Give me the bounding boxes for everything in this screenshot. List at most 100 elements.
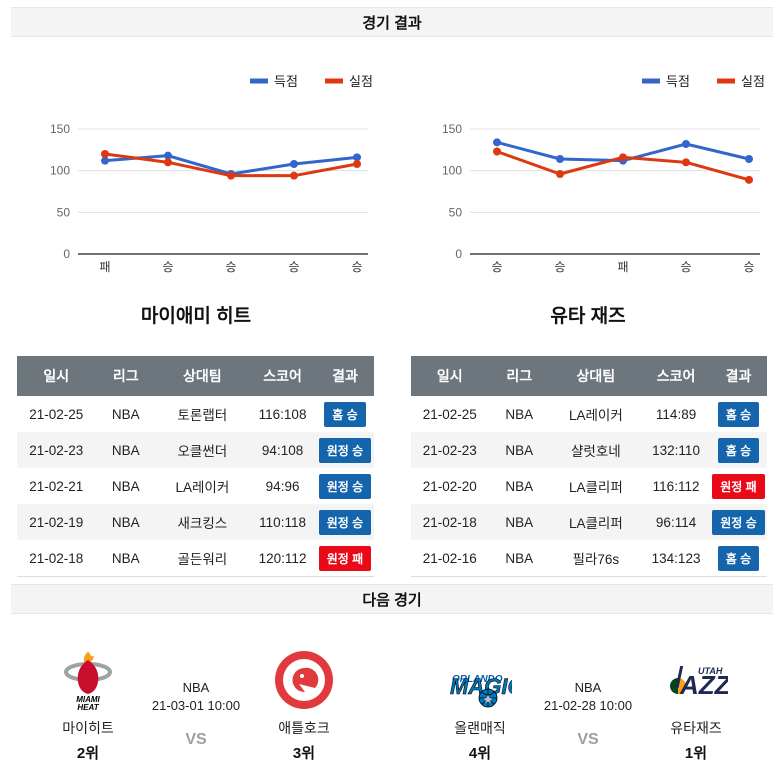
- utah-results-table: 일시 리그 상대팀 스코어 결과 21-02-25 NBA LA레이커 114:89 홈 승 21-…: [410, 356, 768, 577]
- x-axis-label: 승: [743, 260, 754, 274]
- result-badge: 홈 승: [717, 401, 760, 427]
- column-header: 결과: [316, 356, 374, 396]
- cell-opponent: 새크킹스: [177, 516, 228, 531]
- legend-label: 득점: [274, 74, 298, 89]
- cell-result: 원정 패: [710, 468, 767, 504]
- match2-away-team: UTAH AZZ 유타재즈 1위 26승 6패: [636, 648, 756, 767]
- match1-away-team: 애틀호크 3위 14승 18패: [244, 648, 364, 767]
- match2-home-team: ORLANDO MAGIC 올랜매직 4위 13승 20패: [420, 648, 540, 767]
- cell-score: 114:89: [655, 406, 697, 422]
- x-axis-label: 승: [288, 260, 299, 274]
- cell-opponent: 오클썬더: [177, 444, 228, 459]
- team-name: 유타재즈: [670, 720, 722, 736]
- cell-result: 홈 승: [316, 396, 373, 432]
- result-badge: 원정 승: [712, 509, 765, 535]
- data-point: [619, 153, 627, 162]
- table-row: 21-02-18 NBA LA클리퍼 96:114 원정 승: [410, 504, 767, 540]
- svg-text:UTAH: UTAH: [698, 666, 723, 676]
- data-point: [493, 147, 501, 156]
- data-point: [290, 160, 298, 168]
- column-header: 스코어: [248, 356, 317, 396]
- legend-label: 실점: [349, 74, 373, 89]
- legend-label: 득점: [666, 74, 690, 89]
- y-axis-tick: 50: [57, 205, 71, 219]
- data-point: [164, 158, 172, 167]
- table-row: 21-02-23 NBA 오클썬더 94:108 원정 승: [17, 432, 374, 468]
- cell-result: 원정 패: [316, 540, 373, 577]
- svg-text:MIAMI: MIAMI: [76, 695, 100, 704]
- cell-date: 21-02-23: [422, 442, 477, 458]
- data-point: [682, 158, 690, 167]
- y-axis-tick: 100: [442, 164, 462, 178]
- team-rank: 1위: [684, 745, 708, 762]
- match1-info: NBA 21-03-01 10:00 VS: [148, 648, 244, 767]
- result-badge: 홈 승: [717, 437, 760, 463]
- table-row: 21-02-25 NBA LA레이커 114:89 홈 승: [411, 396, 768, 432]
- column-header: 리그: [488, 356, 550, 396]
- cell-opponent: 샬럿호네: [571, 444, 621, 459]
- cell-score: 96:114: [655, 514, 697, 530]
- data-point: [164, 151, 172, 160]
- cell-league: NBA: [505, 478, 534, 494]
- y-axis-tick: 150: [50, 122, 70, 136]
- cell-opponent: LA클리퍼: [568, 480, 623, 495]
- atlanta-hawks-logo: [275, 651, 333, 709]
- data-point: [101, 156, 109, 165]
- column-header: 상대팀: [156, 356, 249, 396]
- data-point: [353, 153, 361, 162]
- column-header: 일시: [17, 356, 96, 396]
- svg-text:ORLANDO: ORLANDO: [452, 674, 503, 685]
- cell-league: NBA: [505, 442, 534, 458]
- next-match-1: MIAMI HEAT 마이히트 2위 15승 17패 NBA 21-03-01 …: [0, 648, 392, 767]
- cell-league: NBA: [111, 442, 140, 458]
- cell-score: 134:123: [651, 550, 701, 566]
- team-name: 올랜매직: [454, 720, 506, 736]
- cell-league: NBA: [505, 514, 534, 530]
- match2-info: NBA 21-02-28 10:00 VS: [540, 648, 636, 767]
- data-point: [745, 175, 753, 184]
- table-header-row: 일시 리그 상대팀 스코어 결과: [17, 356, 374, 396]
- team-rank: 4위: [468, 745, 492, 762]
- cell-result: 홈 승: [710, 432, 767, 468]
- cell-date: 21-02-20: [422, 478, 477, 494]
- cell-score: 116:112: [652, 478, 700, 494]
- cell-date: 21-02-18: [29, 550, 84, 566]
- cell-score: 116:108: [258, 406, 307, 422]
- cell-result: 홈 승: [710, 540, 767, 577]
- titles-row: 마이애미 히트 유타 재즈: [0, 304, 784, 330]
- svg-text:HEAT: HEAT: [77, 703, 99, 712]
- cell-league: NBA: [505, 406, 534, 422]
- results-section-title: 경기 결과: [362, 14, 422, 32]
- team-name: 애틀호크: [278, 720, 330, 736]
- miami-score-trend-chart: 0 50 100 150 패 승 승 승 승 득점 실점: [50, 74, 373, 274]
- cell-date: 21-02-21: [29, 478, 84, 494]
- charts-row: 0 50 100 150 패 승 승 승 승 득점 실점 0 50 100 150 승 승 패 승 승 득점 실점: [0, 61, 784, 286]
- miami-heat-logo: MIAMI HEAT: [64, 652, 112, 712]
- data-point: [101, 150, 109, 158]
- cell-opponent: LA레이커: [175, 480, 230, 495]
- table-row: 21-02-18 NBA 골든워리 120:112 원정 패: [17, 540, 374, 577]
- team-rank: 2위: [76, 745, 100, 762]
- legend-label: 실점: [741, 74, 765, 89]
- team-name: 마이히트: [62, 720, 114, 736]
- x-axis-label: 패: [617, 260, 628, 274]
- result-badge: 원정 승: [318, 509, 372, 535]
- column-header: 상대팀: [549, 356, 643, 396]
- y-axis-tick: 0: [63, 247, 70, 261]
- cell-date: 21-02-23: [29, 442, 84, 458]
- vs-label: VS: [577, 731, 599, 748]
- cell-result: 홈 승: [710, 396, 767, 432]
- tables-row: 일시 리그 상대팀 스코어 결과 21-02-25 NBA 토론랩터 116:108 홈 승 21-…: [0, 356, 784, 577]
- table-row: 21-02-23 NBA 샬럿호네 132:110 홈 승: [410, 432, 767, 468]
- cell-opponent: 토론랩터: [177, 408, 228, 423]
- next-match-2: ORLANDO MAGIC 올랜매직 4위 13승 20패 NBA 21-02-…: [392, 648, 784, 767]
- team-title-miami: 마이애미 히트: [140, 306, 252, 327]
- cell-league: NBA: [111, 550, 140, 566]
- cell-score: 132:110: [652, 442, 700, 458]
- x-axis-label: 패: [99, 260, 110, 274]
- cell-opponent: LA레이커: [568, 408, 623, 423]
- x-axis-label: 승: [554, 260, 565, 274]
- data-point: [682, 140, 690, 148]
- cell-result: 원정 승: [316, 468, 373, 504]
- cell-score: 94:96: [265, 478, 300, 494]
